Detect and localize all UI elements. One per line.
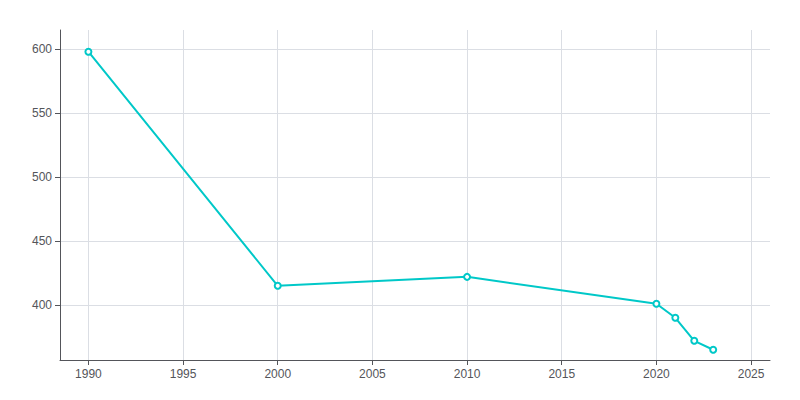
svg-text:1990: 1990 xyxy=(75,367,102,381)
svg-text:2020: 2020 xyxy=(643,367,670,381)
svg-text:550: 550 xyxy=(32,106,52,120)
svg-text:500: 500 xyxy=(32,170,52,184)
svg-text:1995: 1995 xyxy=(170,367,197,381)
svg-text:600: 600 xyxy=(32,42,52,56)
svg-text:2000: 2000 xyxy=(264,367,291,381)
svg-text:400: 400 xyxy=(32,298,52,312)
svg-text:2015: 2015 xyxy=(548,367,575,381)
svg-text:450: 450 xyxy=(32,234,52,248)
svg-text:2005: 2005 xyxy=(359,367,386,381)
svg-text:2025: 2025 xyxy=(738,367,765,381)
svg-text:2010: 2010 xyxy=(454,367,481,381)
